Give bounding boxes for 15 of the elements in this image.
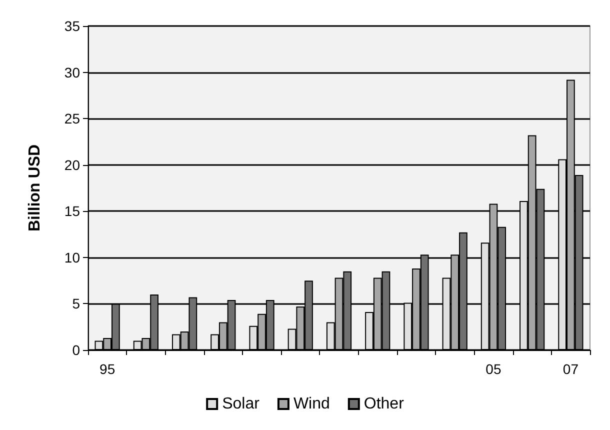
x-tick-label: 95: [100, 361, 116, 377]
legend-label: Solar: [222, 396, 260, 412]
y-tick-label: 10: [64, 249, 80, 266]
y-tick-label: 0: [72, 342, 80, 358]
y-tick-label: 5: [72, 296, 80, 312]
y-tick-label: 25: [64, 110, 80, 127]
x-tick-label: 05: [486, 361, 502, 377]
y-tick-label: 35: [64, 18, 80, 34]
legend-label: Wind: [293, 396, 330, 412]
y-axis-title: Billion USD: [26, 144, 44, 232]
legend-label: Other: [364, 396, 405, 412]
y-tick-label: 30: [64, 64, 80, 80]
y-tick-label: 20: [64, 156, 80, 173]
x-tick-label: 07: [562, 361, 579, 377]
y-tick-label: 15: [64, 203, 80, 220]
